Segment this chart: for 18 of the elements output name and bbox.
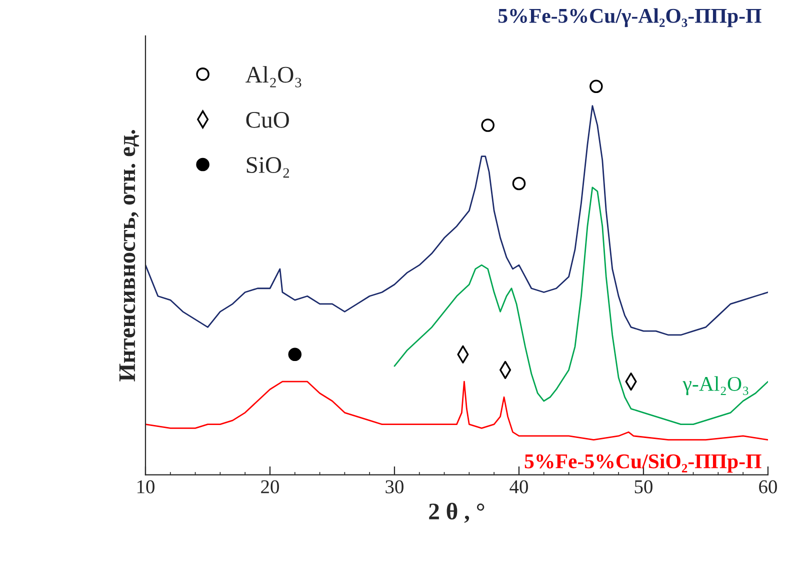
x-axis-title: 2 θ , ° [429,502,484,523]
point [481,118,494,132]
x-tick-label: 20 [261,480,279,494]
x-tick-label: 40 [510,480,528,494]
x-tick-label: 50 [634,480,652,494]
series-label: γ-Al₂O₃ [682,376,748,396]
point [288,348,302,362]
point [590,80,603,94]
legend-label: Al₂O₃ [246,66,302,88]
x-tick-label: 60 [759,480,777,494]
x-tick-label: 30 [386,480,404,494]
x-tick-label: 10 [137,480,154,494]
y-axis-title: Интенсивность, отн. ед. [119,130,140,382]
point [512,176,526,190]
legend-label: CuO [246,112,289,128]
series-label: 5%Fe-5%Cu/SiO₂-ППр-П [524,454,762,473]
text: 5%Fe-5%Cu/γ-Al₂O₃-ППр-П [498,8,762,28]
legend-label: SiO₂ [246,157,289,178]
